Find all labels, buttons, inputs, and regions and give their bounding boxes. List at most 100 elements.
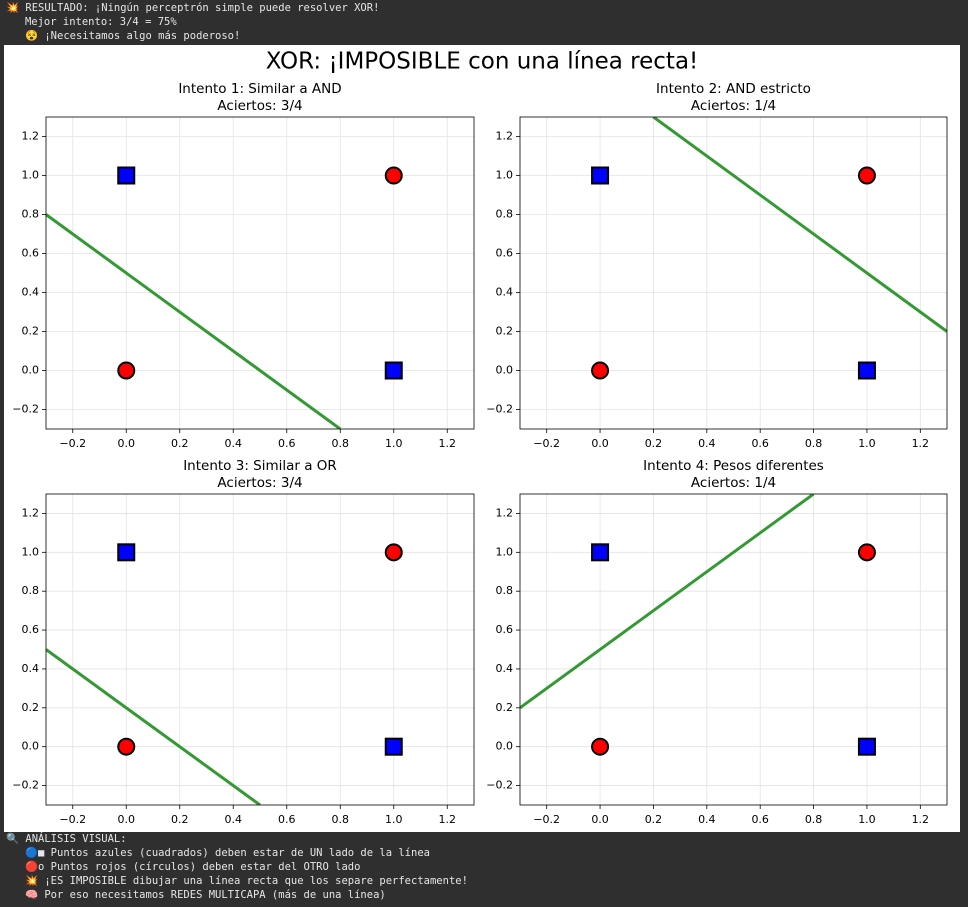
y-tick-label: 1.0 — [22, 545, 40, 558]
y-tick-label: 0.8 — [22, 208, 40, 221]
output-line: 🔵■ Puntos azules (cuadrados) deben estar… — [6, 847, 430, 859]
x-tick-label: 1.0 — [858, 437, 876, 450]
y-tick-label: 1.0 — [496, 169, 514, 182]
x-tick-label: 0.2 — [171, 813, 189, 826]
x-tick-label: 0.8 — [805, 437, 823, 450]
x-tick-label: 0.0 — [591, 437, 609, 450]
x-tick-label: 0.2 — [171, 437, 189, 450]
circle-point — [857, 543, 876, 562]
x-tick-label: 0.6 — [751, 813, 769, 826]
x-tick-label: 0.4 — [225, 813, 243, 826]
y-tick-label: 0.2 — [22, 701, 40, 714]
subplot-subtitle: Aciertos: 1/4 — [691, 475, 776, 491]
x-tick-label: −0.2 — [59, 437, 86, 450]
plot-area — [591, 117, 947, 380]
output-line: 💥 RESULTADO: ¡Ningún perceptrón simple p… — [6, 2, 380, 14]
circle-point — [384, 543, 403, 562]
x-tick-label: 0.0 — [118, 437, 136, 450]
x-tick-label: 0.2 — [645, 437, 663, 450]
y-tick-label: 1.2 — [496, 130, 514, 143]
output-line: Mejor intento: 3/4 = 75% — [6, 16, 177, 28]
circle-point — [117, 361, 136, 380]
square-point — [857, 737, 876, 756]
square-point — [384, 361, 403, 380]
subplot-title: Intento 1: Similar a AND — [178, 81, 341, 97]
circle-point — [591, 737, 610, 756]
circle-point — [591, 361, 610, 380]
plot-area — [46, 543, 403, 805]
x-tick-label: 0.2 — [645, 813, 663, 826]
subplot-title: Intento 4: Pesos diferentes — [643, 458, 824, 474]
circle-point — [117, 737, 136, 756]
y-tick-label: 1.2 — [22, 130, 40, 143]
separator-line — [46, 648, 261, 805]
y-tick-label: 0.2 — [22, 325, 40, 338]
output-line: 🔍 ANÁLISIS VISUAL: — [6, 833, 127, 845]
circle-point — [857, 166, 876, 185]
axes-frame — [519, 493, 948, 806]
x-tick-label: −0.2 — [59, 813, 86, 826]
separator-line — [520, 494, 815, 710]
subplot-subtitle: Aciertos: 3/4 — [217, 98, 302, 114]
y-tick-label: −0.2 — [486, 403, 513, 416]
header-output: 💥 RESULTADO: ¡Ningún perceptrón simple p… — [6, 1, 379, 43]
axes-frame — [45, 116, 475, 430]
x-tick-label: 0.4 — [225, 437, 243, 450]
circle-point — [384, 166, 403, 185]
square-point — [591, 543, 610, 562]
x-tick-label: 0.8 — [805, 813, 823, 826]
plot-area — [46, 166, 403, 429]
y-tick-label: 1.0 — [496, 545, 514, 558]
figure: XOR: ¡IMPOSIBLE con una línea recta! Int… — [4, 45, 960, 832]
x-tick-label: 0.6 — [278, 813, 296, 826]
y-tick-label: 1.2 — [496, 506, 514, 519]
y-tick-label: 0.6 — [22, 247, 40, 260]
y-tick-label: 0.0 — [22, 364, 40, 377]
y-tick-label: 0.0 — [496, 364, 514, 377]
x-tick-label: 0.6 — [278, 437, 296, 450]
output-line: 🔴o Puntos rojos (círculos) deben estar d… — [6, 861, 361, 873]
square-point — [591, 166, 610, 185]
x-tick-label: −0.2 — [533, 437, 560, 450]
separator-line — [652, 117, 947, 333]
x-tick-label: 0.0 — [591, 813, 609, 826]
square-point — [117, 543, 136, 562]
y-tick-label: −0.2 — [12, 779, 39, 792]
x-tick-label: 1.2 — [439, 437, 457, 450]
x-tick-label: 1.2 — [439, 813, 457, 826]
output-line: 😵 ¡Necesitamos algo más poderoso! — [6, 30, 241, 42]
x-tick-label: 1.2 — [912, 437, 930, 450]
y-tick-label: 0.8 — [496, 584, 514, 597]
y-tick-label: 0.0 — [22, 740, 40, 753]
x-tick-label: −0.2 — [533, 813, 560, 826]
square-point — [384, 737, 403, 756]
x-tick-label: 1.0 — [385, 813, 403, 826]
y-tick-label: 0.2 — [496, 325, 514, 338]
plot-area — [520, 494, 876, 756]
y-tick-label: 0.4 — [22, 662, 40, 675]
y-tick-label: 0.0 — [496, 740, 514, 753]
subplot-title: Intento 3: Similar a OR — [183, 458, 337, 474]
y-tick-label: −0.2 — [486, 779, 513, 792]
y-tick-label: 0.6 — [496, 623, 514, 636]
footer-output: 🔍 ANÁLISIS VISUAL: 🔵■ Puntos azules (cua… — [6, 832, 468, 902]
subplot-subtitle: Aciertos: 1/4 — [691, 98, 776, 114]
x-tick-label: 1.2 — [912, 813, 930, 826]
y-tick-label: 0.8 — [496, 208, 514, 221]
y-tick-label: 0.2 — [496, 701, 514, 714]
subplot-subtitle: Aciertos: 3/4 — [217, 475, 302, 491]
y-tick-label: −0.2 — [12, 403, 39, 416]
subplot-title: Intento 2: AND estricto — [656, 81, 811, 97]
y-tick-label: 0.6 — [496, 247, 514, 260]
y-tick-label: 0.4 — [496, 286, 514, 299]
x-tick-label: 0.4 — [698, 437, 716, 450]
x-tick-label: 1.0 — [385, 437, 403, 450]
x-tick-label: 0.4 — [698, 813, 716, 826]
separator-line — [46, 213, 342, 429]
x-tick-label: 0.8 — [332, 813, 350, 826]
output-line: 🧠 Por eso necesitamos REDES MULTICAPA (m… — [6, 889, 386, 901]
square-point — [117, 166, 136, 185]
square-point — [857, 361, 876, 380]
